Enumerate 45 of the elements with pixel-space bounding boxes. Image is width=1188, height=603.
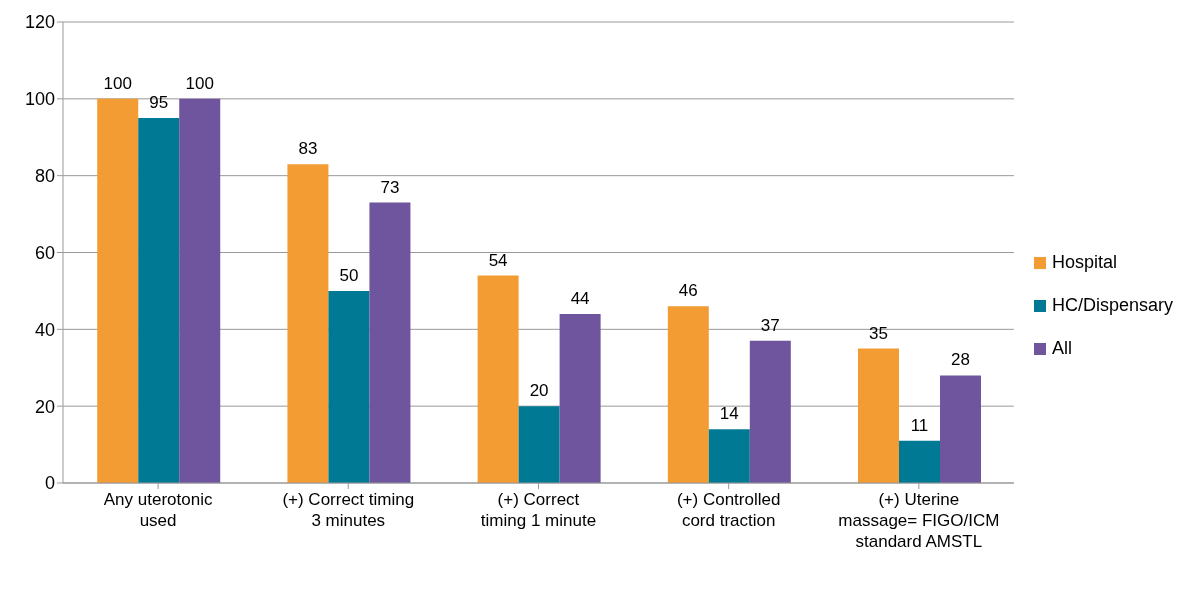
- data-label: 11: [910, 415, 929, 435]
- data-label: 14: [719, 404, 739, 424]
- bar: [97, 98, 139, 483]
- y-tick-label: 20: [34, 396, 55, 417]
- legend-label: Hospital: [1051, 252, 1117, 273]
- y-tick-label: 100: [24, 89, 55, 110]
- x-tick-label: Any uterotonic used: [103, 490, 213, 530]
- bar: [559, 313, 601, 483]
- data-label: 35: [869, 323, 888, 343]
- data-label: 37: [760, 315, 780, 335]
- bar: [138, 118, 180, 483]
- data-label: 73: [380, 177, 400, 197]
- bar: [287, 164, 329, 483]
- data-label: 44: [570, 288, 590, 308]
- y-tick-label: 120: [24, 12, 55, 33]
- data-label: 20: [529, 381, 549, 401]
- bar: [179, 98, 221, 483]
- data-label: 50: [339, 265, 359, 285]
- y-tick-label: 60: [34, 242, 55, 263]
- x-tick-label: (+) Controlled cord traction: [676, 490, 781, 530]
- data-label: 28: [951, 350, 970, 370]
- data-label: 83: [298, 139, 318, 159]
- x-tick-label: (+) Correct timing 1 minute: [480, 490, 597, 530]
- y-tick-label: 40: [34, 319, 55, 340]
- bar: [667, 306, 709, 483]
- legend-label: HC/Dispensary: [1051, 295, 1173, 316]
- data-label: 95: [149, 93, 169, 113]
- data-label: 46: [678, 281, 698, 301]
- data-label: 100: [185, 73, 214, 93]
- bar: [940, 375, 981, 483]
- bar: [477, 275, 519, 483]
- bar: [749, 340, 791, 483]
- bar: [708, 429, 750, 483]
- y-tick-label: 0: [44, 473, 55, 494]
- y-tick-label: 80: [34, 166, 55, 187]
- x-tick-label: (+) Uterine massage= FIGO/ICM standard AMSTL: [838, 490, 1000, 551]
- bar: [369, 202, 411, 483]
- data-label: 100: [103, 73, 132, 93]
- legend-label: All: [1051, 338, 1072, 359]
- bar: [899, 440, 940, 483]
- data-label: 54: [488, 250, 508, 270]
- bar: [858, 348, 899, 483]
- bar: [518, 406, 560, 483]
- x-tick-label: (+) Correct timing 3 minutes: [282, 490, 415, 530]
- bar: [328, 290, 370, 483]
